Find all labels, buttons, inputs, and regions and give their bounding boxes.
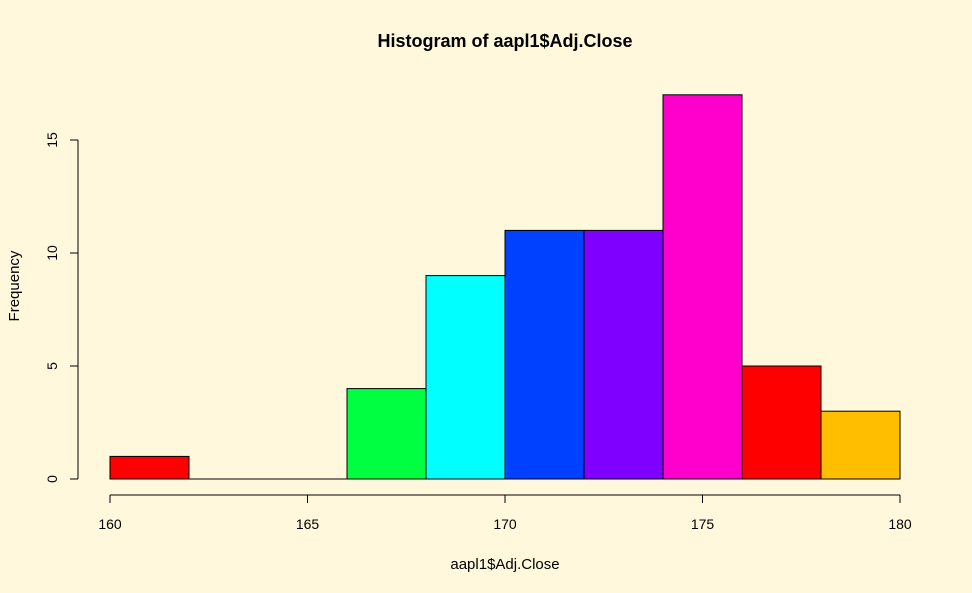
- bars-layer: [109, 94, 901, 480]
- histogram-bar-168-170: [425, 275, 506, 480]
- x-axis-label: aapl1$Adj.Close: [450, 556, 559, 573]
- x-tick-label: 165: [296, 516, 320, 532]
- x-tick-label: 160: [98, 516, 122, 532]
- histogram-bar-170-172: [504, 229, 585, 480]
- y-tick-label: 10: [44, 245, 60, 261]
- y-tick-label: 5: [44, 362, 60, 370]
- x-tick-label: 175: [691, 516, 715, 532]
- chart-title: Histogram of aapl1$Adj.Close: [377, 31, 632, 51]
- x-tick-label: 170: [493, 516, 517, 532]
- histogram-bar-166-168: [346, 388, 427, 480]
- y-axis: 0 5 10 15: [44, 132, 79, 483]
- x-tick-label: 180: [888, 516, 912, 532]
- y-tick-label: 0: [44, 475, 60, 483]
- histogram-bar-160-162: [109, 455, 190, 480]
- x-axis: 160 165 170 175 180: [98, 494, 912, 532]
- y-tick-label: 15: [44, 132, 60, 148]
- histogram-bar-178-180: [820, 410, 901, 480]
- histogram-bar-174-176: [662, 94, 743, 480]
- histogram-bar-172-174: [583, 229, 664, 480]
- y-axis-label: Frequency: [6, 250, 23, 321]
- histogram-bar-176-178: [741, 365, 822, 480]
